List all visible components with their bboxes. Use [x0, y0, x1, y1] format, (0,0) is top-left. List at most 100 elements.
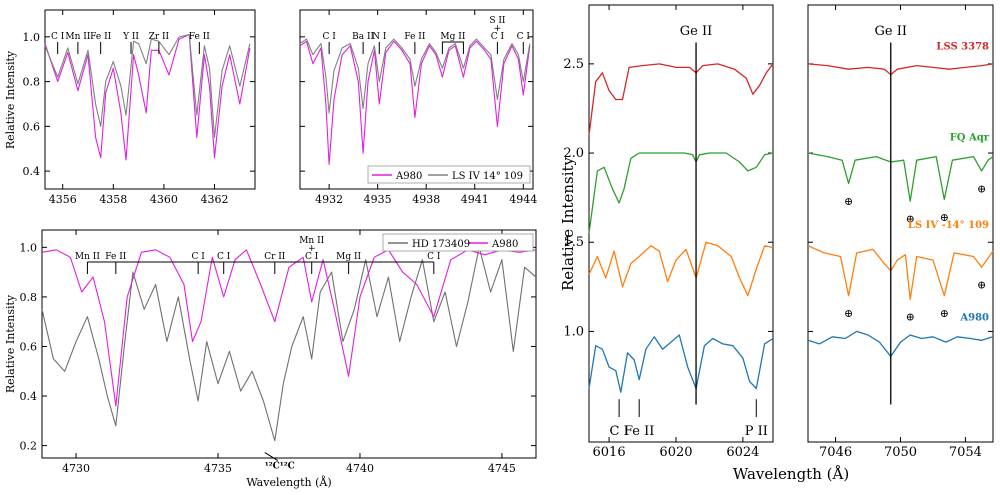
p3-series-name: FQ Aqr [950, 133, 990, 144]
p3-telluric-mark: ⊕ [844, 307, 853, 320]
p1-line-id-label: Fe II [404, 32, 425, 42]
p2-legend-box [382, 233, 534, 252]
p3-ytick-label: 1.0 [563, 324, 584, 339]
p1-line-id-label: Fe II [189, 32, 210, 42]
p2-ylabel: Relative Intensity [4, 294, 17, 393]
p1-line-id-label: C I [491, 32, 505, 42]
p1-ytick-label: 1.0 [23, 31, 41, 44]
p3-series-name: LS IV -14° 109 [908, 220, 989, 231]
p2-xlabel: Wavelength (Å) [246, 475, 331, 489]
p2-line-id-label: Cr II [264, 252, 286, 262]
p3-series-line [588, 334, 774, 393]
p1-xtick-label: 4935 [364, 193, 392, 206]
p1-legend-label: LS IV 14° 109 [452, 171, 523, 182]
p2-line-id-label: C I [217, 252, 231, 262]
p3-line-id-label: Fe II [624, 424, 654, 439]
p1-line-id-label: + [494, 24, 502, 34]
p3-series-line [588, 63, 774, 136]
p1-panel-frame [299, 9, 534, 190]
p2-annotation-label: ¹²C¹²C [265, 462, 295, 472]
p3-telluric-mark: ⊕ [977, 182, 986, 195]
p1-ytick-label: 0.6 [23, 120, 41, 133]
p2-xtick-label: 4730 [62, 462, 90, 475]
p2-legend-label: A980 [491, 239, 518, 250]
p3-xtick-label: 6020 [659, 445, 692, 460]
p1-line-id-label: C I [51, 32, 65, 42]
p1-series-line [299, 38, 531, 114]
p3-series-line [588, 152, 774, 234]
p1-line-id-label: S II [489, 16, 506, 26]
p2-annotation-pointer [264, 452, 279, 461]
p2-ytick-label: 0.8 [20, 291, 38, 304]
p3-ylabel: Relative Intensity [559, 156, 577, 291]
p1-legend-box [367, 165, 531, 184]
p3-line-id-label: P II [745, 424, 768, 439]
p1-line-id-label: Ba II [352, 32, 374, 42]
p1-legend-label: A980 [395, 171, 422, 182]
p1-xtick-label: 4941 [461, 193, 489, 206]
p1-series-line [44, 34, 251, 161]
p2-series-line [41, 246, 537, 442]
p1-ytick-label: 0.8 [23, 76, 41, 89]
p3-telluric-mark: ⊕ [844, 195, 853, 208]
p3-ytick-label: 2.0 [563, 146, 584, 161]
p2-xtick-label: 4745 [488, 462, 516, 475]
p3-series-line [807, 63, 994, 76]
p3-line-id-label: C I [609, 424, 628, 439]
p1-line-id-mark [441, 41, 464, 54]
p2-ytick-label: 1.0 [20, 241, 38, 254]
p2-line-id-label: Fe II [105, 252, 126, 262]
p3-marker-line-label: Ge II [680, 24, 712, 39]
p3-ytick-label: 2.5 [563, 57, 584, 72]
p1-xtick-label: 4932 [315, 193, 343, 206]
p3-telluric-mark: ⊕ [977, 279, 986, 292]
p3-panel-frame [588, 4, 774, 443]
p1-legend [367, 165, 531, 184]
p3-series-line [807, 245, 994, 300]
p1-xtick-label: 4358 [99, 193, 127, 206]
p3-telluric-mark: ⊕ [940, 211, 949, 224]
p3-telluric-mark: ⊕ [906, 213, 915, 226]
p1-line-id-label: N I [372, 32, 387, 42]
p2-ytick-label: 0.6 [20, 340, 38, 353]
p3-xtick-label: 7054 [949, 445, 982, 460]
p1-line-id-label: Fe II [90, 32, 111, 42]
p1-xtick-label: 4356 [49, 193, 77, 206]
p1-series-line [44, 34, 251, 139]
p1-xtick-label: 4938 [412, 193, 440, 206]
p2-ytick-label: 0.4 [20, 390, 38, 403]
p3-series-name: A980 [959, 313, 989, 324]
p1-ylabel: Relative Intensity [4, 50, 17, 149]
p2-xtick-label: 4735 [204, 462, 232, 475]
p1-line-id-label: C I [517, 32, 531, 42]
p2-line-id-label: + [308, 244, 316, 254]
p2-line-id-label: Mn II [299, 236, 324, 246]
p3-series-name: LSS 3378 [936, 42, 989, 53]
p2-line-id-label: C I [427, 252, 441, 262]
p3-telluric-mark: ⊕ [906, 311, 915, 324]
p3-telluric-mark: ⊕ [940, 307, 949, 320]
p1-ytick-label: 0.4 [23, 165, 41, 178]
p3-marker-line-label: Ge II [875, 24, 907, 39]
p2-legend-label: HD 173409 [412, 239, 470, 250]
p2-ytick-label: 0.2 [20, 440, 38, 453]
p2-line-id-label: Mn II [75, 252, 100, 262]
p1-xtick-label: 4360 [150, 193, 178, 206]
p2-line-id-label: C I [305, 252, 319, 262]
p3-series-line [807, 152, 994, 202]
p2-xtick-label: 4740 [346, 462, 374, 475]
p1-line-id-label: Y II [122, 32, 139, 42]
p2-line-id-label: Mg II [336, 252, 361, 262]
p2-series-line [41, 249, 537, 407]
p3-xtick-label: 6016 [593, 445, 626, 460]
p1-panel-frame [44, 9, 256, 190]
p3-xlabel: Wavelength (Å) [733, 465, 849, 483]
p3-ytick-label: 1.5 [563, 235, 584, 250]
p1-xtick-label: 4944 [509, 193, 537, 206]
p2-line-id-label: C I [191, 252, 205, 262]
p1-line-id-label: C I [322, 32, 336, 42]
p3-xtick-label: 6024 [726, 445, 759, 460]
p2-frame [41, 229, 537, 459]
p1-series-line [299, 40, 531, 165]
